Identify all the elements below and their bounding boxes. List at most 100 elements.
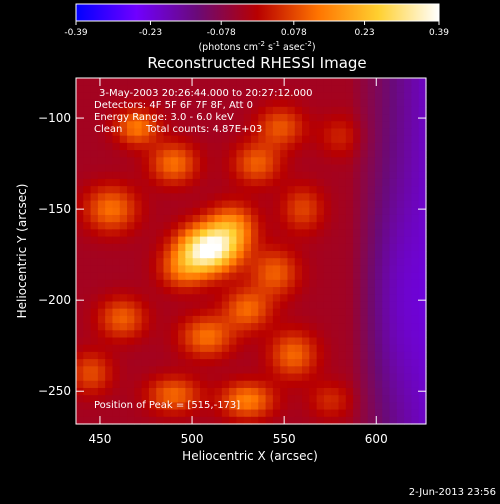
heatmap-cell [367,207,376,216]
heatmap-cell [134,78,143,86]
heatmap-cell [389,315,398,324]
heatmap-cell [316,186,325,194]
heatmap-cell [258,416,267,425]
heatmap-cell [163,142,172,151]
heatmap-cell [323,150,332,158]
heatmap-cell [338,164,347,173]
heatmap-cell [243,416,252,425]
heatmap-cell [360,164,369,173]
heatmap-cell [331,366,340,375]
heatmap-cell [265,222,274,230]
heatmap-cell [134,193,143,202]
heatmap-cell [404,330,413,339]
heatmap-cell [265,207,274,216]
heatmap-cell [265,258,274,267]
heatmap-cell [112,150,121,158]
heatmap-cell [345,114,354,122]
heatmap-cell [309,272,318,281]
heatmap-cell [90,243,99,252]
heatmap-cell [287,265,296,274]
heatmap-cell [374,380,383,389]
x-axis-ticks: 450 500 550 600 [88,78,388,446]
heatmap-cell [323,359,332,367]
heatmap-cell [374,236,383,245]
heatmap-cell [178,287,186,295]
heatmap-cell [214,236,223,245]
heatmap-cell [294,78,303,86]
heatmap-cell [404,207,413,216]
heatmap-cell [418,229,427,238]
heatmap-cell [287,294,296,303]
heatmap-cell [97,416,106,425]
heatmap-cell [214,135,223,144]
heatmap-cell [316,99,325,108]
heatmap-cell [418,178,427,187]
heatmap-cell [374,294,383,303]
heatmap-cell [345,200,354,209]
heatmap-cell [170,236,179,245]
heatmap-cell [287,114,296,122]
heatmap-cell [105,330,114,339]
heatmap-cell [382,193,391,202]
heatmap-cell [97,395,106,403]
heatmap-cell [309,301,318,310]
heatmap-cell [148,416,157,425]
heatmap-cell [280,99,289,108]
heatmap-cell [331,265,340,274]
heatmap-cell [163,337,172,346]
heatmap-cell [265,366,274,375]
heatmap-cell [170,193,179,202]
heatmap-cell [236,402,245,411]
heatmap-cell [90,272,99,281]
heatmap-cell [170,272,179,281]
heatmap-cell [294,330,303,339]
heatmap-cell [185,85,194,94]
heatmap-cell [170,214,179,223]
heatmap-cell [316,294,325,303]
heatmap-cell [404,301,413,310]
heatmap-cell [404,142,413,151]
heatmap-cell [258,265,267,274]
heatmap-cell [141,251,150,259]
heatmap-cell [302,301,310,310]
heatmap-cell [163,366,172,375]
heatmap-cell [280,186,289,194]
heatmap-cell [323,272,332,281]
heatmap-cell [396,344,405,353]
heatmap-cell [294,366,303,375]
heatmap-cell [105,193,114,202]
heatmap-cell [374,99,383,108]
heatmap-cell [272,409,281,418]
heatmap-cell [251,359,259,367]
heatmap-cell [302,114,310,122]
heatmap-cell [316,157,325,166]
heatmap-cell [382,395,391,403]
heatmap-cell [302,315,310,324]
heatmap-cell [418,359,427,367]
heatmap-cell [251,251,259,259]
heatmap-cell [243,294,252,303]
heatmap-cell [90,214,99,223]
heatmap-cell [112,207,121,216]
heatmap-cell [141,121,150,130]
heatmap-cell [156,366,165,375]
heatmap-cell [97,178,106,187]
heatmap-cell [331,85,340,94]
heatmap-cell [309,106,318,115]
heatmap-cell [280,409,289,418]
heatmap-cell [76,294,84,303]
heatmap-cell [272,351,281,360]
heatmap-cell [272,279,281,288]
heatmap-cell [272,135,281,144]
heatmap-cell [112,272,121,281]
heatmap-cell [360,85,369,94]
heatmap-cell [76,150,84,158]
heatmap-cell [236,193,245,202]
heatmap-cell [170,157,179,166]
heatmap-cell [90,92,99,101]
heatmap-cell [345,193,354,202]
heatmap-cell [83,128,92,137]
heatmap-cell [76,402,84,411]
heatmap-cell [418,344,427,353]
heatmap-cell [163,114,172,122]
